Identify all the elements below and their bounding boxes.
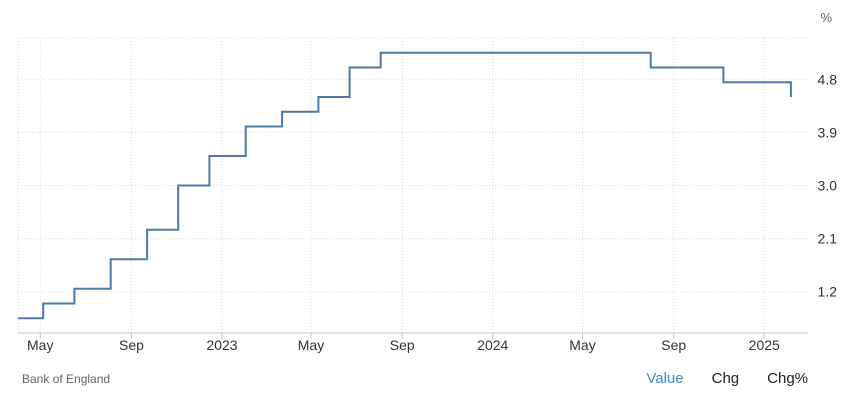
- x-tick-label: 2025: [749, 337, 780, 353]
- tick-labels: May Sep 2023 May Sep 2024 May Sep 2025 1.2 2.1 3.0 3…: [27, 10, 837, 353]
- axes: [18, 332, 808, 339]
- x-tick-label: 2024: [477, 337, 508, 353]
- x-tick-label: 2023: [206, 337, 237, 353]
- y-tick-label: 2.1: [818, 231, 838, 247]
- y-tick-label: 1.2: [818, 284, 838, 300]
- toggle-chg[interactable]: Chg: [711, 370, 740, 387]
- x-tick-label: Sep: [390, 337, 415, 353]
- view-toggle-group: Value Chg Chg%: [646, 370, 808, 387]
- series-layer: [18, 51, 792, 320]
- y-tick-label: 3.0: [818, 178, 838, 194]
- x-tick-label: May: [298, 337, 324, 353]
- rate-step-line: [18, 51, 792, 320]
- toggle-value[interactable]: Value: [646, 370, 684, 387]
- rate-chart: May Sep 2023 May Sep 2024 May Sep 2025 1.2 2.1 3.0 3…: [17, 10, 837, 353]
- x-tick-label: Sep: [661, 337, 686, 353]
- toggle-chg-percent[interactable]: Chg%: [767, 370, 808, 387]
- y-unit-label: %: [820, 10, 832, 25]
- x-tick-label: May: [27, 337, 53, 353]
- source-label: Bank of England: [22, 372, 111, 386]
- y-tick-label: 4.8: [818, 71, 838, 87]
- x-tick-label: May: [569, 337, 595, 353]
- y-tick-label: 3.9: [818, 124, 838, 140]
- grid: [17, 37, 808, 333]
- x-tick-label: Sep: [119, 337, 144, 353]
